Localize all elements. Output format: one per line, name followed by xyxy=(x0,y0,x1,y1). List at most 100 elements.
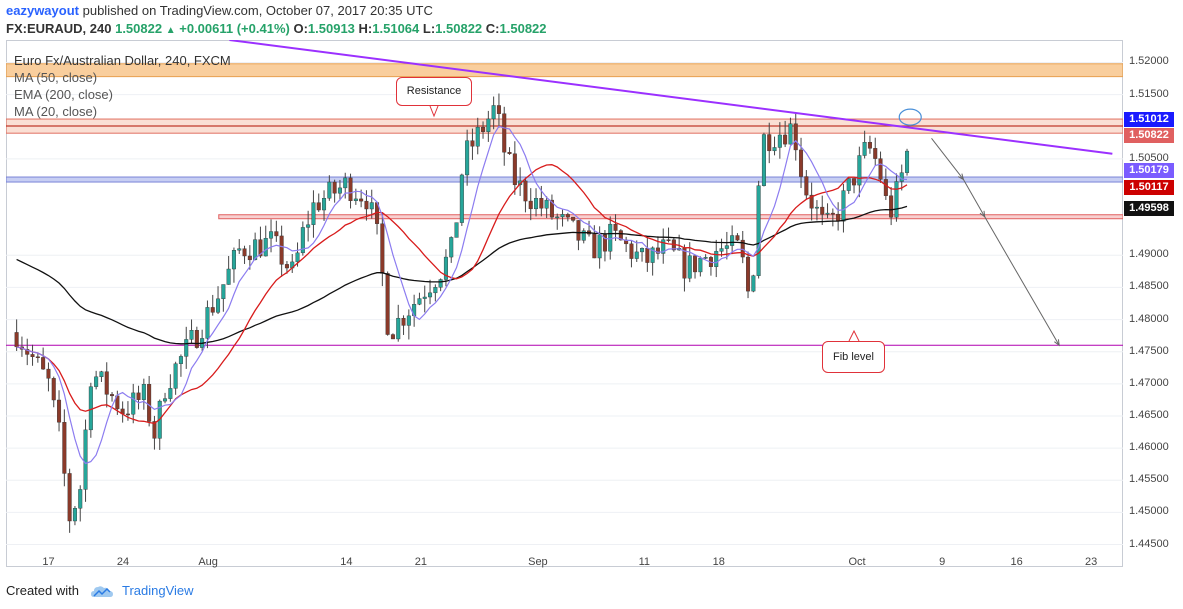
candle-body xyxy=(719,248,724,252)
candle-body xyxy=(496,105,501,114)
tradingview-link[interactable]: TradingView xyxy=(122,583,194,598)
candle-body xyxy=(814,206,819,209)
candle-body xyxy=(549,199,554,218)
price-tick-label: 1.52000 xyxy=(1129,55,1169,68)
candle-body xyxy=(486,118,491,132)
date-tick-label: 9 xyxy=(939,556,946,568)
candle-body xyxy=(491,105,496,120)
candle-body xyxy=(359,198,364,202)
candle-body xyxy=(136,392,141,400)
candle-body xyxy=(449,237,454,258)
candle-body xyxy=(767,134,772,152)
candle-body xyxy=(751,275,756,292)
candle-body xyxy=(825,212,830,215)
candle-body xyxy=(306,224,311,228)
candle-body xyxy=(512,153,517,186)
candle-body xyxy=(364,200,369,210)
candle-body xyxy=(343,177,348,189)
date-tick-label: 21 xyxy=(414,556,427,568)
candle-body xyxy=(284,264,289,269)
tradingview-cloud-icon[interactable] xyxy=(90,585,113,599)
footer: Created with TradingView xyxy=(6,583,194,599)
low-value: 1.50822 xyxy=(435,21,483,36)
candle-body xyxy=(263,238,268,257)
candle-body xyxy=(443,256,448,280)
candle-body xyxy=(507,152,512,154)
forecast-arrow xyxy=(962,179,986,217)
candle-body xyxy=(406,315,411,326)
candle-body xyxy=(481,126,486,132)
candle-body xyxy=(867,142,872,149)
candle-body xyxy=(14,332,19,348)
legend-ma50[interactable]: MA (50, close) xyxy=(14,70,98,85)
candle-body xyxy=(99,371,104,378)
candle-body xyxy=(173,363,178,389)
price-chart[interactable] xyxy=(6,40,1123,567)
candle-body xyxy=(608,223,613,252)
price-change: +0.00611 (+0.41%) xyxy=(179,21,290,36)
candle-body xyxy=(258,239,263,257)
resistance-callout[interactable]: Resistance xyxy=(396,77,472,106)
candle-body xyxy=(163,398,168,402)
candle-body xyxy=(602,234,607,252)
candle-body xyxy=(189,330,194,340)
candle-body xyxy=(353,198,358,201)
high-value: 1.51064 xyxy=(372,21,420,36)
resistance-pointer xyxy=(429,105,439,118)
candle-body xyxy=(714,251,719,267)
up-triangle-icon: ▲ xyxy=(165,25,176,36)
candle-body xyxy=(634,251,639,259)
candle-body xyxy=(104,371,109,395)
forecast-arrow xyxy=(931,138,964,180)
candle-body xyxy=(88,386,93,431)
touch-circle-icon xyxy=(898,108,922,126)
candle-body xyxy=(465,140,470,176)
candle-body xyxy=(322,197,327,211)
candle-body xyxy=(184,339,189,357)
candle-body xyxy=(433,287,438,294)
candle-body xyxy=(772,147,777,152)
legend-ma20[interactable]: MA (20, close) xyxy=(14,104,98,119)
candle-body xyxy=(555,216,560,219)
candle-body xyxy=(300,227,305,254)
candle-body xyxy=(735,235,740,241)
date-tick-label: 11 xyxy=(638,556,650,568)
open-label: O: xyxy=(293,21,308,36)
date-tick-label: Sep xyxy=(528,556,548,568)
candle-body xyxy=(666,239,671,241)
candle-body xyxy=(597,234,602,259)
candle-body xyxy=(698,258,703,273)
author-link[interactable]: eazywayout xyxy=(6,3,79,18)
candle-body xyxy=(613,223,618,231)
candle-body xyxy=(348,177,353,201)
candle-body xyxy=(51,378,56,401)
fib-level-callout[interactable]: Fib level xyxy=(822,341,885,373)
last-price: 1.50822 xyxy=(115,21,163,36)
candle-body xyxy=(72,508,77,522)
candle-body xyxy=(682,247,687,279)
price-tag: 1.50117 xyxy=(1124,180,1174,195)
candle-body xyxy=(231,250,236,270)
candle-body xyxy=(788,123,793,145)
candle-body xyxy=(650,247,655,263)
price-tick-label: 1.50500 xyxy=(1129,151,1169,164)
date-tick-label: 14 xyxy=(340,556,353,568)
legend-ema200[interactable]: EMA (200, close) xyxy=(14,87,113,102)
candle-body xyxy=(724,245,729,249)
candle-body xyxy=(417,298,422,305)
candle-body xyxy=(894,181,899,218)
candle-body xyxy=(852,178,857,186)
legend-title: Euro Fx/Australian Dollar, 240, FXCM xyxy=(14,53,231,68)
price-tick-label: 1.48500 xyxy=(1129,280,1169,293)
candle-body xyxy=(544,199,549,209)
price-tick-label: 1.46500 xyxy=(1129,408,1169,421)
candle-body xyxy=(565,214,570,218)
candle-body xyxy=(438,279,443,288)
candle-body xyxy=(147,384,152,422)
candle-body xyxy=(279,235,284,265)
candle-body xyxy=(269,231,274,239)
price-tick-label: 1.51500 xyxy=(1129,87,1169,100)
candle-body xyxy=(428,292,433,298)
price-tick-label: 1.48000 xyxy=(1129,312,1169,325)
date-tick-label: 23 xyxy=(1084,556,1098,568)
